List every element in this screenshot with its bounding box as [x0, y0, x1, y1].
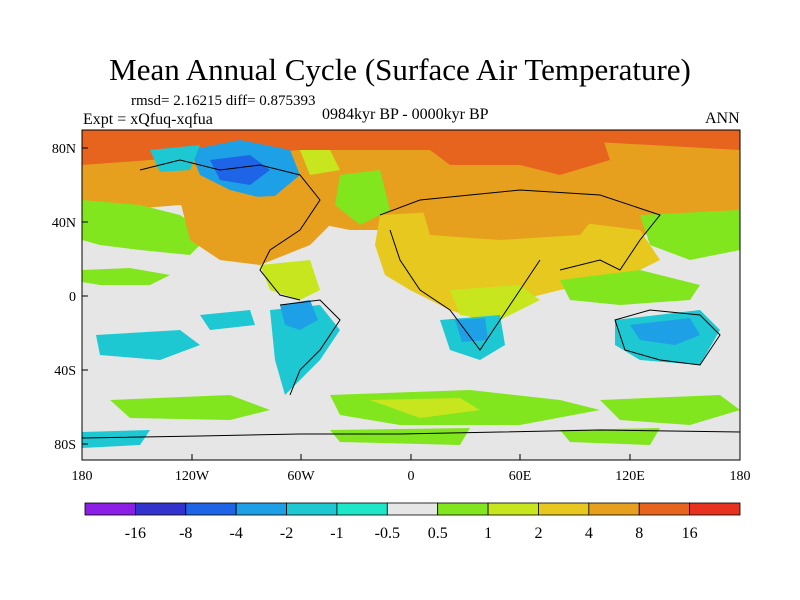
- lat-label: 80N: [52, 142, 76, 157]
- colorbar-label: 16: [682, 525, 698, 542]
- alaska-cool-patch: [150, 145, 200, 172]
- colorbar-swatch: [386, 502, 439, 516]
- colorbar-swatch: [689, 502, 741, 516]
- colorbar-label: -4: [229, 525, 242, 542]
- southern-africa-core: [455, 318, 488, 342]
- colorbar-swatch: [538, 502, 590, 516]
- e-pacific-cool: [200, 310, 255, 330]
- colorbar-swatch: [638, 502, 691, 516]
- colorbar-label: 0.5: [428, 525, 448, 542]
- lon-label: 180: [730, 469, 751, 484]
- colorbar-label: -16: [125, 525, 146, 542]
- colorbar-swatch: [588, 502, 640, 516]
- indian-ocean-green: [560, 270, 700, 305]
- nw-pacific-green: [640, 210, 740, 260]
- antarctic-cool-west: [82, 430, 150, 448]
- rmsd-diff-stats: rmsd= 2.16215 diff= 0.875393: [131, 93, 316, 109]
- temperature-field: [82, 130, 740, 460]
- eurasia-africa-warm: [375, 210, 660, 320]
- colorbar-label: 8: [635, 525, 643, 542]
- southern-ocean-green-east: [600, 395, 740, 425]
- colorbar-label: 2: [534, 525, 542, 542]
- lon-label: 120W: [175, 469, 210, 484]
- central-asia-warm: [420, 195, 600, 240]
- south-america-cool: [270, 305, 340, 395]
- colorbar-swatch: [84, 502, 136, 516]
- colorbar-swatch: [185, 502, 237, 516]
- pacific-tropical-green: [82, 268, 170, 285]
- lat-label: 0: [69, 290, 76, 305]
- antarctic-green-east: [560, 428, 660, 445]
- colorbar-swatch: [235, 502, 287, 516]
- north-pacific-green: [82, 200, 210, 255]
- lat-label: 40N: [52, 216, 76, 231]
- amazon-cool-core: [280, 300, 318, 330]
- canada-cold-core: [210, 155, 270, 185]
- colorbar-label: 1: [484, 525, 492, 542]
- colorbar-label: -0.5: [375, 525, 400, 542]
- southern-ocean-yellowgreen: [370, 398, 480, 418]
- colorbar-swatch: [437, 502, 489, 516]
- lat-label: 40S: [54, 364, 76, 379]
- lat-label: 80S: [54, 438, 76, 453]
- colorbar-label: -8: [179, 525, 192, 542]
- colorbar-label: 4: [585, 525, 593, 542]
- central-america-yellowgreen: [260, 260, 320, 300]
- coastlines: [82, 159, 740, 439]
- season-label: ANN: [705, 110, 740, 127]
- siberia-strong-warming: [420, 130, 610, 175]
- colorbar-swatch: [487, 502, 539, 516]
- map-title: Mean Annual Cycle (Surface Air Temperatu…: [109, 52, 691, 87]
- longitude-axis: 180 120W 60W 0 60E 120E 180: [72, 454, 751, 484]
- southern-ocean-green-west: [110, 395, 270, 420]
- se-pacific-cool: [96, 330, 200, 360]
- colorbar: -16 -8 -4 -2 -1 -0.5 0.5 1 2 4 8 16: [84, 502, 741, 542]
- colorbar-swatch: [336, 502, 388, 516]
- lon-label: 60W: [287, 469, 315, 484]
- colorbar-swatch: [286, 502, 338, 516]
- colorbar-swatch: [134, 502, 187, 516]
- period-label: 0984kyr BP - 0000kyr BP: [322, 106, 489, 123]
- lon-label: 60E: [509, 469, 532, 484]
- colorbar-label: -1: [330, 525, 343, 542]
- lon-label: 180: [72, 469, 93, 484]
- north-atlantic-green: [335, 170, 390, 225]
- experiment-label: Expt = xQfuq-xqfua: [83, 111, 213, 128]
- colorbar-label: -2: [280, 525, 293, 542]
- latitude-axis: 80N 40N 0 40S 80S: [52, 142, 88, 453]
- lon-label: 120E: [615, 469, 645, 484]
- australia-core: [630, 318, 700, 345]
- greenland-patch: [300, 150, 340, 175]
- north-america-warm: [180, 195, 340, 265]
- antarctic-green-mid: [330, 428, 470, 445]
- lon-label: 0: [408, 469, 415, 484]
